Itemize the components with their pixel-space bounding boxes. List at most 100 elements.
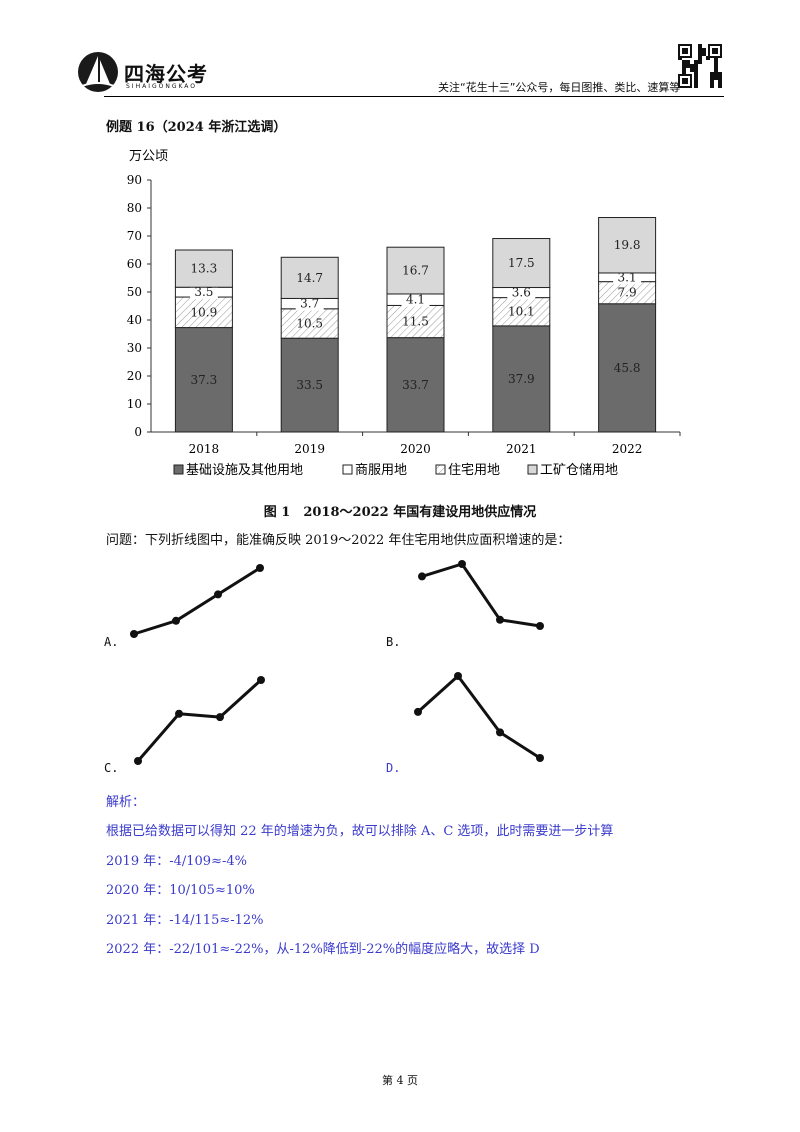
option-point — [256, 564, 264, 572]
y-tick-label: 80 — [127, 201, 142, 215]
data-label: 10.9 — [191, 305, 218, 319]
bar-segment — [280, 337, 339, 433]
data-label: 17.5 — [508, 256, 535, 270]
option-label: A. — [104, 635, 118, 649]
data-label: 33.5 — [296, 378, 323, 392]
y-tick-label: 90 — [127, 173, 142, 187]
data-label: 37.3 — [191, 373, 218, 387]
data-label: 11.5 — [402, 315, 429, 329]
figure-caption: 图 1 2018～2022 年国有建设用地供应情况 — [263, 505, 537, 520]
bar-segment — [386, 246, 445, 295]
option-d-chart[interactable]: D. — [384, 666, 684, 781]
question-text: 问题：下列折线图中，能准确反映 2019～2022 年住宅用地供应面积增速的是： — [106, 533, 571, 548]
option-c-chart[interactable]: C. — [100, 666, 400, 781]
y-tick-label: 70 — [127, 229, 142, 243]
header-slogan: 关注“花生十三”公众号，每日图推、类比、速算等 — [438, 81, 681, 94]
option-point — [130, 630, 138, 638]
option-point — [458, 560, 466, 568]
brand-subtitle: SIHAIGONGKAO — [126, 83, 198, 90]
option-point — [175, 709, 183, 718]
analysis-line: 2021 年：-14/115≈-12% — [106, 913, 264, 928]
option-line — [421, 562, 541, 628]
legend-label: 住宅用地 — [448, 463, 500, 478]
data-label: 16.7 — [402, 264, 429, 278]
data-label: 3.5 — [194, 285, 213, 299]
x-tick-label: 2020 — [400, 442, 431, 456]
option-line — [136, 678, 263, 762]
option-point — [414, 707, 422, 716]
option-point — [496, 615, 504, 624]
y-tick-label: 30 — [127, 341, 142, 355]
option-point — [418, 572, 426, 581]
legend-swatch — [527, 464, 538, 475]
y-tick-label: 40 — [127, 313, 142, 327]
legend-swatch — [173, 464, 184, 475]
option-point — [257, 676, 265, 684]
data-label: 3.7 — [300, 297, 319, 311]
data-label-backdrop — [507, 285, 536, 300]
analysis-line: 根据已给数据可以得知 22 年的增速为负，故可以排除 A、C 选项，此时需要进一… — [106, 824, 614, 839]
data-label: 3.1 — [618, 270, 637, 284]
option-point — [216, 713, 224, 722]
bar-segment — [386, 304, 445, 339]
analysis-line: 2020 年：10/105≈10% — [106, 883, 255, 898]
x-tick-label: 2019 — [294, 442, 325, 456]
y-tick-label: 20 — [127, 369, 142, 383]
header-divider — [104, 96, 724, 97]
y-tick-label: 0 — [134, 425, 142, 439]
data-label: 45.8 — [614, 361, 641, 375]
data-label: 3.6 — [512, 286, 531, 300]
data-label: 37.9 — [508, 372, 535, 386]
y-tick-label: 10 — [127, 397, 142, 411]
brand-logo-icon — [78, 52, 118, 92]
analysis-line: 2019 年：-4/109≈-4% — [106, 854, 247, 869]
option-line — [416, 674, 541, 760]
y-tick-label: 50 — [127, 285, 142, 299]
bar-segment — [492, 325, 551, 433]
data-label: 13.3 — [191, 262, 218, 276]
data-label: 33.7 — [402, 378, 429, 392]
data-label: 10.1 — [508, 305, 535, 319]
bar-segment — [280, 256, 339, 299]
analysis-heading: 解析： — [106, 795, 146, 810]
x-tick-label: 2021 — [506, 442, 537, 456]
option-a-chart[interactable]: A. — [100, 554, 400, 654]
bar-segment — [598, 217, 657, 274]
analysis-line: 2022 年：-22/101≈-22%，从-12%降低到-22%的幅度应略大，故… — [106, 942, 540, 957]
x-tick-label: 2018 — [189, 442, 220, 456]
option-line — [133, 566, 261, 636]
qr-code-icon — [678, 44, 722, 88]
data-label-backdrop — [401, 292, 430, 307]
example-title: 例题 16（2024 年浙江选调） — [106, 120, 287, 135]
brand-name: 四海公考 — [124, 62, 208, 86]
x-tick-label: 2022 — [612, 442, 643, 456]
legend-label: 工矿仓储用地 — [540, 463, 618, 478]
data-label: 10.5 — [296, 317, 323, 331]
option-point — [454, 672, 462, 680]
option-point — [536, 622, 544, 630]
stacked-bar-chart: 万公顷 0 10 20 30 40 50 60 70 80 90 2018 37.3 10.9 3.5 13.… — [127, 149, 681, 478]
bar-segment — [174, 249, 233, 288]
option-label: C. — [104, 761, 118, 775]
option-b-chart[interactable]: B. — [384, 554, 684, 654]
data-label: 7.9 — [618, 286, 637, 300]
data-label-backdrop — [295, 296, 324, 311]
bar-segment — [598, 303, 657, 433]
option-label: B. — [386, 635, 400, 649]
option-point — [172, 616, 180, 625]
data-label: 19.8 — [614, 238, 641, 252]
bar-segment — [492, 297, 551, 327]
legend-swatch — [342, 464, 353, 475]
legend-swatch — [435, 464, 446, 475]
data-label: 14.7 — [296, 271, 323, 285]
data-label-backdrop — [613, 270, 642, 285]
data-label: 4.1 — [406, 293, 425, 307]
y-tick-label: 60 — [127, 257, 142, 271]
y-unit-label: 万公顷 — [129, 149, 168, 164]
bar-segment — [386, 337, 445, 433]
option-point — [496, 728, 504, 737]
option-point — [536, 754, 544, 762]
bar-segment — [492, 238, 551, 289]
legend-label: 基础设施及其他用地 — [186, 463, 303, 478]
page-number: 第 4 页 — [382, 1074, 418, 1087]
